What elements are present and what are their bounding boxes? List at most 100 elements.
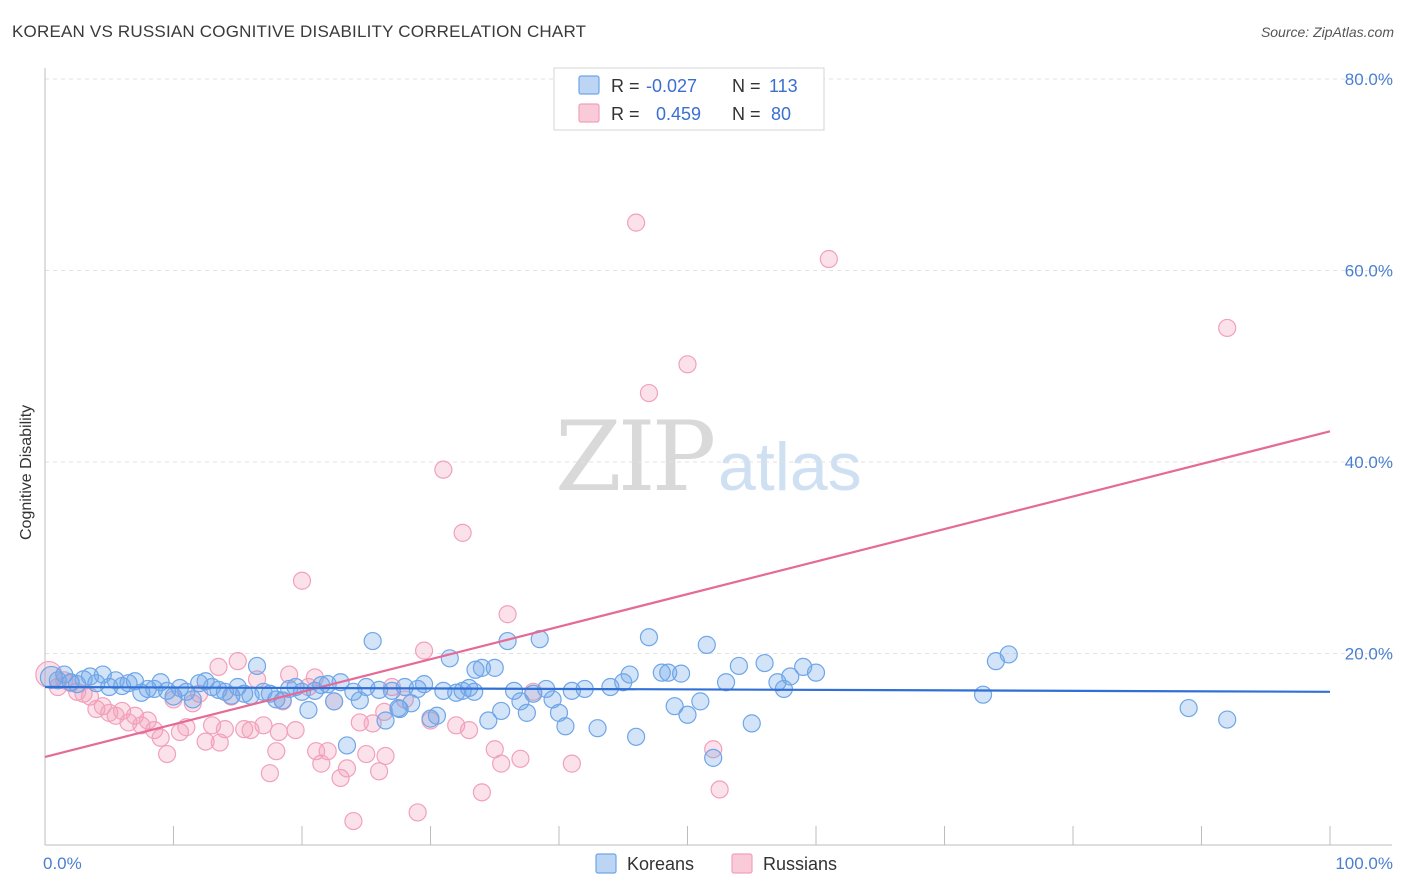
koreans-point <box>465 682 484 701</box>
koreans-point <box>299 700 318 720</box>
russians-point <box>93 697 112 716</box>
russians-point <box>267 742 286 761</box>
koreans-point <box>1218 710 1237 729</box>
russians-point <box>562 754 581 773</box>
russians-trend-line <box>44 430 1331 758</box>
russians-point <box>350 713 369 732</box>
koreans-point <box>588 719 607 738</box>
koreans-point <box>704 748 723 767</box>
russians-point <box>260 764 279 783</box>
russians-point <box>511 749 530 768</box>
koreans-legend-label: Koreans <box>627 854 694 874</box>
y-tick-label: 40.0% <box>1345 453 1393 472</box>
koreans-point <box>556 717 575 736</box>
russians-n-label: N = <box>732 104 761 124</box>
russians-point <box>678 355 697 374</box>
russians-legend-label: Russians <box>763 854 837 874</box>
watermark: ZIP atlas <box>555 401 862 513</box>
russians-point <box>370 762 389 781</box>
koreans-point <box>1179 698 1198 718</box>
russians-point <box>292 571 312 590</box>
russians-point <box>151 728 170 747</box>
koreans-point <box>691 692 710 711</box>
series-legend: Koreans Russians <box>595 853 837 874</box>
source-label: Source: ZipAtlas.com <box>1260 24 1394 40</box>
koreans-trend-line <box>44 685 1331 693</box>
koreans-point <box>504 681 524 700</box>
watermark-atlas: atlas <box>718 429 862 505</box>
russians-point <box>408 803 427 822</box>
koreans-point <box>620 665 639 684</box>
koreans-point <box>652 663 671 682</box>
trend-lines <box>44 430 1331 758</box>
koreans-point <box>626 727 646 746</box>
watermark-zip: ZIP <box>555 401 714 513</box>
russians-point <box>492 754 511 773</box>
koreans-r-value: -0.027 <box>646 76 697 96</box>
koreans-points <box>39 628 1237 767</box>
koreans-swatch <box>595 853 617 874</box>
koreans-point <box>370 680 389 699</box>
koreans-point <box>517 703 536 722</box>
y-tick-labels: 20.0% 40.0% 60.0% 80.0% <box>1345 70 1393 664</box>
koreans-point <box>492 701 511 721</box>
russians-point <box>819 249 838 269</box>
russians-point <box>1218 318 1237 338</box>
russians-point <box>254 716 273 735</box>
russians-point <box>472 783 491 802</box>
russians-point <box>269 722 288 742</box>
russians-point <box>710 780 729 799</box>
koreans-point <box>337 736 357 755</box>
koreans-point <box>742 714 761 733</box>
koreans-point <box>665 697 684 716</box>
koreans-r-label: R = <box>611 76 640 96</box>
russians-swatch <box>731 853 753 874</box>
y-tick-label: 20.0% <box>1345 645 1393 664</box>
correlation-legend: R = -0.027 N = 113 R = 0.459 N = 80 <box>553 67 825 131</box>
russians-point <box>498 605 517 624</box>
axes <box>44 68 1392 846</box>
russians-n-value: 80 <box>771 104 791 124</box>
koreans-point <box>390 699 409 719</box>
koreans-point <box>414 675 434 694</box>
koreans-point <box>678 705 697 724</box>
russians-point <box>307 742 326 761</box>
russians-point <box>331 768 350 788</box>
russians-point <box>286 720 305 740</box>
russians-point <box>196 732 215 751</box>
x-tick-label: 100.0% <box>1335 854 1393 873</box>
koreans-n-value: 113 <box>769 76 798 96</box>
koreans-point <box>729 656 749 676</box>
russians-point <box>235 720 254 739</box>
koreans-point <box>363 631 382 651</box>
koreans-legend-swatch <box>578 75 600 95</box>
koreans-point <box>671 664 691 683</box>
koreans-point <box>659 663 678 682</box>
russians-point <box>210 733 229 752</box>
koreans-point <box>716 673 736 692</box>
russians-point <box>157 744 177 764</box>
russians-point <box>357 744 376 764</box>
koreans-point <box>183 690 202 709</box>
russians-point <box>138 711 157 730</box>
koreans-point <box>479 711 498 730</box>
russians-point <box>337 759 357 778</box>
koreans-point <box>697 635 716 654</box>
russians-legend-swatch <box>578 103 600 123</box>
koreans-point <box>973 685 993 704</box>
koreans-point <box>427 706 447 725</box>
russians-r-value: 0.459 <box>656 104 701 124</box>
gridlines <box>45 78 1392 654</box>
x-tick-label: 0.0% <box>43 854 82 873</box>
koreans-n-label: N = <box>732 76 761 96</box>
x-tick-labels: 0.0% 100.0% <box>43 854 1393 873</box>
russians-point <box>209 657 228 677</box>
koreans-point <box>639 628 659 647</box>
koreans-point <box>999 645 1018 664</box>
russians-point <box>626 213 646 232</box>
y-tick-label: 60.0% <box>1345 262 1393 281</box>
koreans-point <box>325 692 344 711</box>
koreans-point <box>235 684 254 703</box>
russians-point <box>228 652 247 671</box>
